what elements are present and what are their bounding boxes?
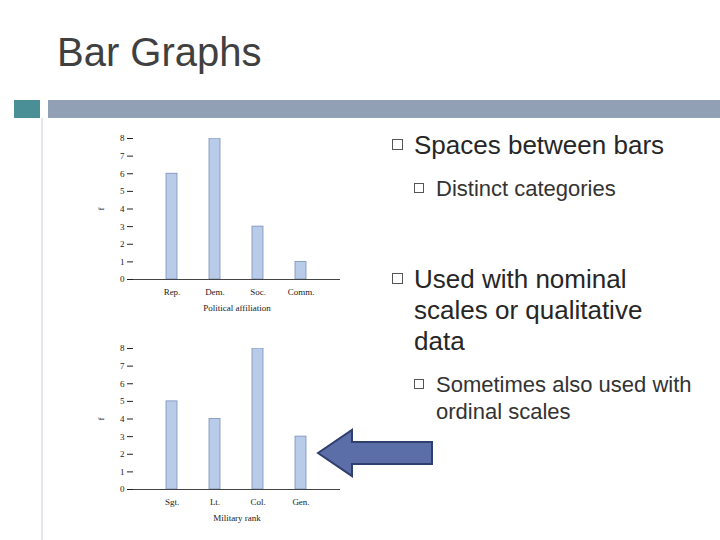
svg-text:Gen.: Gen. [292, 497, 309, 507]
svg-text:2: 2 [120, 239, 125, 249]
svg-text:6: 6 [120, 379, 125, 389]
svg-text:7: 7 [120, 361, 125, 371]
svg-text:6: 6 [120, 169, 125, 179]
svg-text:f: f [96, 208, 106, 211]
svg-text:Political affiliation: Political affiliation [203, 303, 271, 313]
svg-text:1: 1 [120, 257, 125, 267]
svg-text:Rep.: Rep. [164, 287, 181, 297]
svg-text:3: 3 [120, 222, 125, 232]
svg-text:Soc.: Soc. [250, 287, 266, 297]
svg-text:Comm.: Comm. [288, 287, 315, 297]
svg-text:Sgt.: Sgt. [165, 497, 179, 507]
svg-text:4: 4 [120, 204, 125, 214]
svg-text:8: 8 [120, 133, 125, 143]
svg-text:3: 3 [120, 432, 125, 442]
svg-text:Col.: Col. [250, 497, 265, 507]
svg-text:5: 5 [120, 186, 125, 196]
svg-text:Lt.: Lt. [210, 497, 220, 507]
svg-text:2: 2 [120, 449, 125, 459]
html-text:Used with nominal scales or qu: Used with nominal scales or qualitative … [414, 264, 643, 356]
html-text:Distinct categories: Distinct categories [436, 176, 616, 201]
svg-text:Dem.: Dem. [205, 287, 225, 297]
svg-text:0: 0 [120, 274, 125, 284]
svg-text:f: f [96, 418, 106, 421]
html-text:Spaces between bars: Spaces between bars [414, 130, 664, 160]
svg-text:7: 7 [120, 151, 125, 161]
svg-text:Military rank: Military rank [213, 513, 261, 523]
svg-text:8: 8 [120, 343, 125, 353]
html-text:Sometimes also used with ordin: Sometimes also used with ordinal scales [436, 372, 692, 424]
svg-text:0: 0 [120, 484, 125, 494]
html-text:Bar Graphs: Bar Graphs [57, 30, 262, 74]
svg-text:5: 5 [120, 396, 125, 406]
svg-text:4: 4 [120, 414, 125, 424]
svg-text:1: 1 [120, 467, 125, 477]
